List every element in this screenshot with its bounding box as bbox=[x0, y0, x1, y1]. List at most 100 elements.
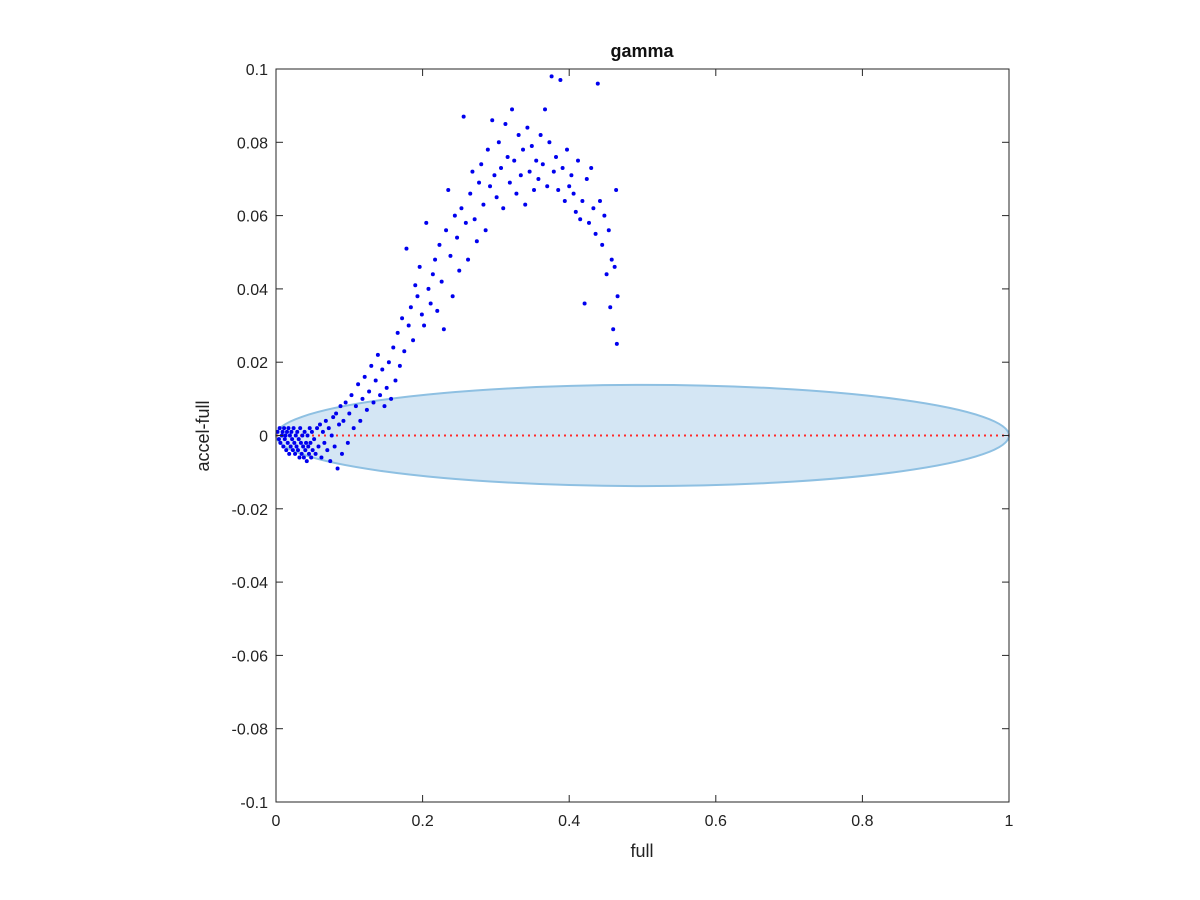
data-point bbox=[329, 433, 334, 438]
data-point bbox=[305, 433, 310, 438]
data-point bbox=[457, 268, 462, 273]
data-point bbox=[339, 451, 344, 456]
data-point bbox=[300, 433, 305, 438]
data-point bbox=[501, 206, 506, 211]
data-point bbox=[406, 323, 411, 328]
data-point bbox=[518, 173, 523, 178]
data-point bbox=[301, 455, 306, 460]
y-tick-label: 0.06 bbox=[237, 209, 268, 226]
data-point bbox=[328, 459, 333, 464]
x-axis-label: full bbox=[630, 841, 653, 861]
data-point bbox=[360, 396, 365, 401]
data-point bbox=[320, 429, 325, 434]
data-point bbox=[308, 440, 313, 445]
data-point bbox=[595, 81, 600, 86]
data-point bbox=[302, 429, 307, 434]
data-point bbox=[505, 154, 510, 159]
data-point bbox=[298, 426, 303, 431]
data-point bbox=[439, 279, 444, 284]
data-point bbox=[281, 444, 286, 449]
data-point bbox=[386, 360, 391, 365]
data-point bbox=[523, 202, 528, 207]
data-point bbox=[371, 400, 376, 405]
data-point bbox=[481, 202, 486, 207]
data-point bbox=[466, 257, 471, 262]
data-point bbox=[485, 147, 490, 152]
data-point bbox=[378, 393, 383, 398]
data-point bbox=[426, 286, 431, 291]
data-point bbox=[298, 440, 303, 445]
data-point bbox=[496, 140, 501, 145]
data-point bbox=[287, 451, 292, 456]
data-point bbox=[310, 448, 315, 453]
y-tick-label: 0.04 bbox=[237, 282, 268, 299]
data-point bbox=[294, 444, 299, 449]
data-point bbox=[292, 440, 297, 445]
data-point bbox=[448, 253, 453, 258]
data-point bbox=[569, 173, 574, 178]
data-point bbox=[315, 426, 320, 431]
data-point bbox=[400, 316, 405, 321]
data-point bbox=[373, 378, 378, 383]
data-point bbox=[611, 327, 616, 332]
data-point bbox=[567, 184, 572, 189]
data-point bbox=[331, 415, 336, 420]
data-point bbox=[483, 228, 488, 233]
data-point bbox=[558, 77, 563, 82]
data-point bbox=[397, 363, 402, 368]
data-point bbox=[479, 162, 484, 167]
data-point bbox=[317, 422, 322, 427]
data-point bbox=[560, 165, 565, 170]
data-point bbox=[289, 429, 294, 434]
data-point bbox=[285, 440, 290, 445]
data-point bbox=[393, 378, 398, 383]
data-point bbox=[408, 305, 413, 310]
data-point bbox=[349, 393, 354, 398]
data-point bbox=[547, 140, 552, 145]
data-point bbox=[284, 448, 289, 453]
data-point bbox=[490, 118, 495, 123]
data-point bbox=[282, 437, 287, 442]
data-point bbox=[428, 301, 433, 306]
data-point bbox=[306, 444, 311, 449]
data-point bbox=[316, 444, 321, 449]
x-tick-label: 0.6 bbox=[705, 813, 727, 830]
data-point bbox=[516, 132, 521, 137]
data-point bbox=[288, 444, 293, 449]
plot-area bbox=[275, 74, 1010, 488]
data-point bbox=[589, 165, 594, 170]
data-point bbox=[472, 217, 477, 222]
data-point bbox=[615, 294, 620, 299]
data-point bbox=[284, 429, 289, 434]
data-point bbox=[525, 125, 530, 130]
data-point bbox=[335, 466, 340, 471]
y-tick-label: 0.08 bbox=[237, 135, 268, 152]
data-point bbox=[554, 154, 559, 159]
data-point bbox=[395, 330, 400, 335]
data-point bbox=[510, 107, 515, 112]
y-tick-label: 0.02 bbox=[237, 355, 268, 372]
data-point bbox=[433, 257, 438, 262]
data-point bbox=[503, 121, 508, 126]
data-point bbox=[276, 437, 281, 442]
data-point bbox=[297, 455, 302, 460]
data-point bbox=[575, 158, 580, 163]
data-point bbox=[413, 283, 418, 288]
data-point bbox=[278, 440, 283, 445]
data-point bbox=[323, 418, 328, 423]
data-point bbox=[551, 169, 556, 174]
data-point bbox=[521, 147, 526, 152]
data-point bbox=[419, 312, 424, 317]
data-point bbox=[391, 345, 396, 350]
data-point bbox=[415, 294, 420, 299]
data-point bbox=[597, 198, 602, 203]
y-axis-label: accel-full bbox=[193, 400, 213, 471]
data-point bbox=[582, 301, 587, 306]
data-point bbox=[326, 426, 331, 431]
data-point bbox=[463, 220, 468, 225]
data-point bbox=[474, 239, 479, 244]
data-point bbox=[338, 404, 343, 409]
data-point bbox=[282, 426, 287, 431]
data-point bbox=[571, 191, 576, 196]
